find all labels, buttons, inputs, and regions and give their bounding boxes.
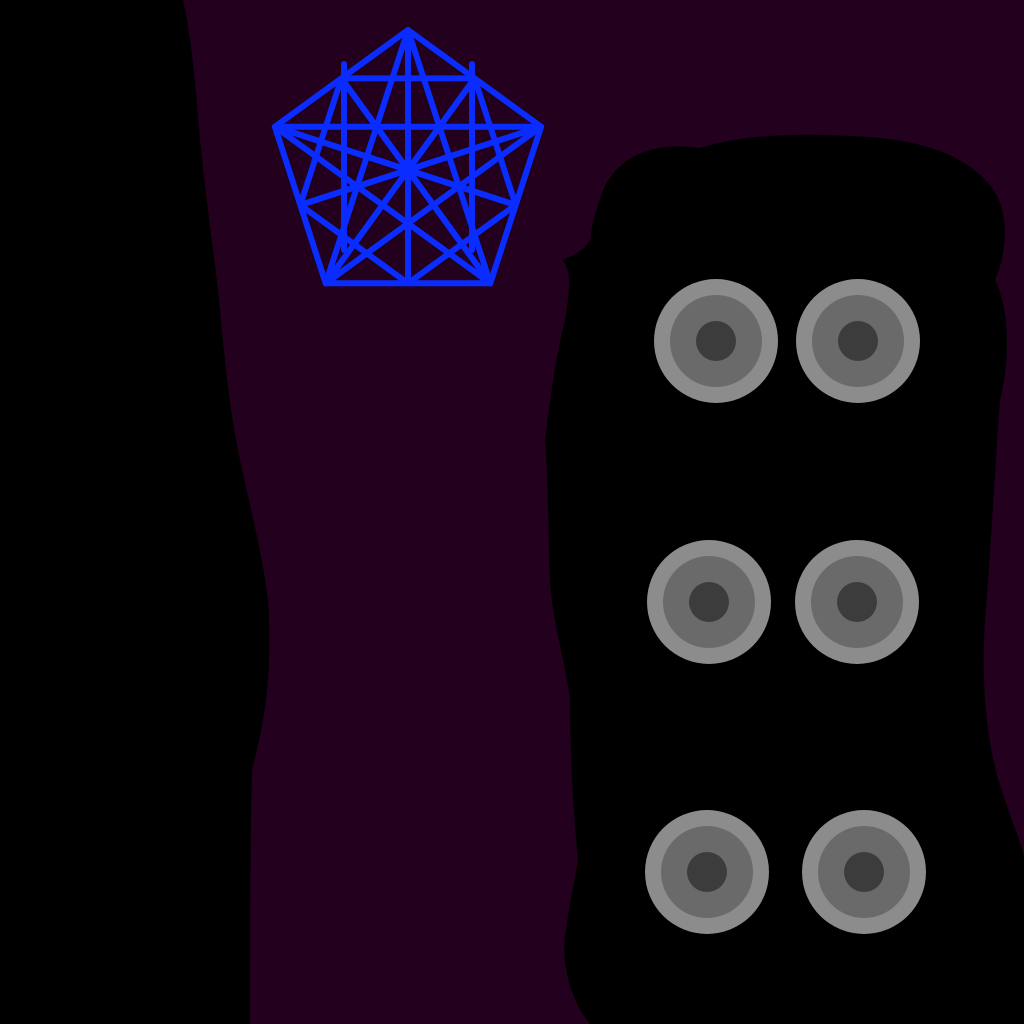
emblem-line xyxy=(297,75,345,208)
knob-1-icon[interactable] xyxy=(654,279,778,403)
emblem-line xyxy=(297,123,545,208)
pentagon-star-emblem-icon xyxy=(271,27,545,287)
knob-center xyxy=(689,582,729,622)
knob-center xyxy=(687,852,727,892)
emblem-line xyxy=(405,202,519,287)
knob-3-icon[interactable] xyxy=(647,540,771,664)
emblem-line xyxy=(338,75,494,287)
emblem-line xyxy=(322,75,478,287)
knob-center xyxy=(838,321,878,361)
knob-6-icon[interactable] xyxy=(802,810,926,934)
emblem-line xyxy=(297,202,411,287)
knob-4-icon[interactable] xyxy=(795,540,919,664)
knob-2-icon[interactable] xyxy=(796,279,920,403)
knob-center xyxy=(696,321,736,361)
knob-grid xyxy=(645,279,926,934)
knob-5-icon[interactable] xyxy=(645,810,769,934)
left-silhouette xyxy=(0,0,270,1024)
panel-silhouette xyxy=(545,134,1024,1024)
knob-center xyxy=(844,852,884,892)
knob-center xyxy=(837,582,877,622)
emblem-line xyxy=(471,75,519,208)
emblem-line xyxy=(271,123,519,208)
